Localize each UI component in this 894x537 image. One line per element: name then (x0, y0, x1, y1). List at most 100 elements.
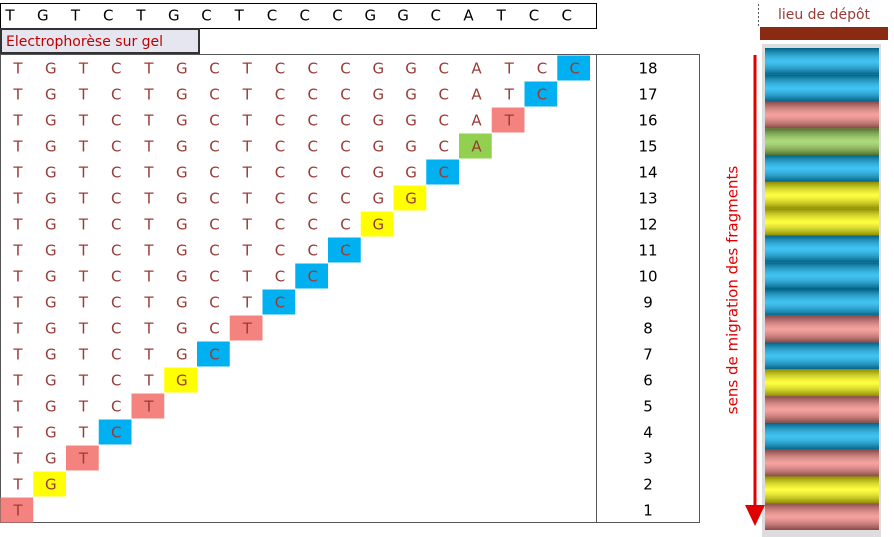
fragment-base: C (308, 86, 318, 104)
sequence-row (0, 3, 597, 29)
fragment-base: C (111, 268, 121, 286)
fragment-base: C (275, 60, 285, 78)
gel-band-shade (765, 74, 879, 102)
fragment-base: C (209, 112, 219, 130)
fragment-length: 1 (643, 502, 653, 520)
fragment-base: T (143, 346, 154, 364)
fragment-base: G (45, 112, 57, 130)
fragment-base: T (78, 450, 89, 468)
terminal-base-cell (360, 211, 394, 237)
fragment-base: G (45, 190, 57, 208)
fragment-base: C (308, 164, 318, 182)
fragment-base: G (45, 86, 57, 104)
fragment-length: 12 (638, 216, 657, 234)
fragment-base: T (78, 86, 89, 104)
fragment-base: T (78, 398, 89, 416)
title: Electrophorèse sur gel (6, 34, 163, 50)
deposit-label: lieu de dépôt (778, 7, 871, 23)
fragment-base: T (143, 398, 154, 416)
gel-band-shade (765, 369, 879, 397)
fragment-base: C (209, 242, 219, 260)
fragment-base: G (45, 450, 57, 468)
fragment-base: C (209, 320, 219, 338)
fragment-base: C (439, 86, 449, 104)
fragment-base: T (242, 138, 253, 156)
fragment-base: G (372, 112, 384, 130)
fragment-base: G (372, 190, 384, 208)
fragment-base: T (143, 372, 154, 390)
fragment-base: C (111, 346, 121, 364)
fragment-base: C (275, 268, 285, 286)
gel-band-shade (765, 262, 879, 289)
fragment-base: T (242, 86, 253, 104)
fragment-base: C (209, 164, 219, 182)
fragment-base: T (143, 164, 154, 182)
fragment-length: 10 (638, 268, 657, 286)
gel-band-shade (765, 48, 879, 75)
sequence-base: C (267, 7, 277, 25)
fragment-base: G (372, 138, 384, 156)
fragment-base: G (176, 216, 188, 234)
fragment-base: T (12, 346, 23, 364)
terminal-base-cell (98, 419, 132, 445)
fragment-base: T (78, 346, 89, 364)
sequence-base: T (70, 7, 81, 25)
terminal-base-cell (262, 289, 296, 315)
fragment-length: 15 (638, 138, 657, 156)
fragment-base: G (45, 294, 57, 312)
fragment-base: G (176, 346, 188, 364)
fragment-length: 5 (643, 398, 653, 416)
fragment-base: T (143, 86, 154, 104)
fragment-base: T (78, 60, 89, 78)
fragment-base: C (537, 60, 547, 78)
fragment-base: G (45, 242, 57, 260)
fragment-base: C (111, 164, 121, 182)
fragment-base: C (111, 242, 121, 260)
gel-band-shade (765, 155, 879, 182)
fragment-base: T (78, 424, 89, 442)
fragment-base: T (143, 60, 154, 78)
gel-band-shade (765, 315, 879, 343)
fragment-base: T (143, 190, 154, 208)
sequence-base: G (37, 7, 49, 25)
gel-band-shade (765, 396, 879, 423)
terminal-base-cell (197, 341, 230, 367)
fragment-base: T (242, 190, 253, 208)
fragment-base: T (12, 294, 23, 312)
gel-band-shade (765, 503, 879, 530)
fragment-base: C (275, 138, 285, 156)
fragment-base: T (242, 242, 253, 260)
fragment-base: T (78, 112, 89, 130)
fragment-base: C (439, 138, 449, 156)
fragment-base: T (143, 112, 154, 130)
fragment-base: T (12, 476, 23, 494)
fragment-base: C (209, 60, 219, 78)
terminal-base-cell (459, 133, 492, 159)
fragment-length: 2 (643, 476, 653, 494)
fragment-length: 13 (638, 190, 657, 208)
fragment-base: C (209, 190, 219, 208)
fragment-base: G (45, 268, 57, 286)
fragment-base: T (242, 60, 253, 78)
terminal-base-cell (164, 367, 197, 393)
terminal-base-cell (426, 159, 459, 185)
fragment-base: T (12, 112, 23, 130)
sequence-base: T (4, 7, 15, 25)
fragment-base: C (537, 86, 547, 104)
fragment-base: G (45, 424, 57, 442)
terminal-base-cell (229, 315, 263, 341)
fragment-base: T (12, 164, 23, 182)
fragment-base: G (372, 164, 384, 182)
fragment-base: C (439, 60, 449, 78)
fragment-base: C (308, 60, 318, 78)
gel-band-shade (765, 289, 879, 316)
fragment-base: C (308, 190, 318, 208)
fragment-base: C (209, 346, 219, 364)
fragment-base: G (176, 320, 188, 338)
fragment-base: T (78, 190, 89, 208)
fragment-base: G (176, 86, 188, 104)
fragment-base: C (111, 424, 121, 442)
title-box (0, 28, 200, 54)
fragment-base: T (12, 450, 23, 468)
fragment-base: C (340, 138, 350, 156)
